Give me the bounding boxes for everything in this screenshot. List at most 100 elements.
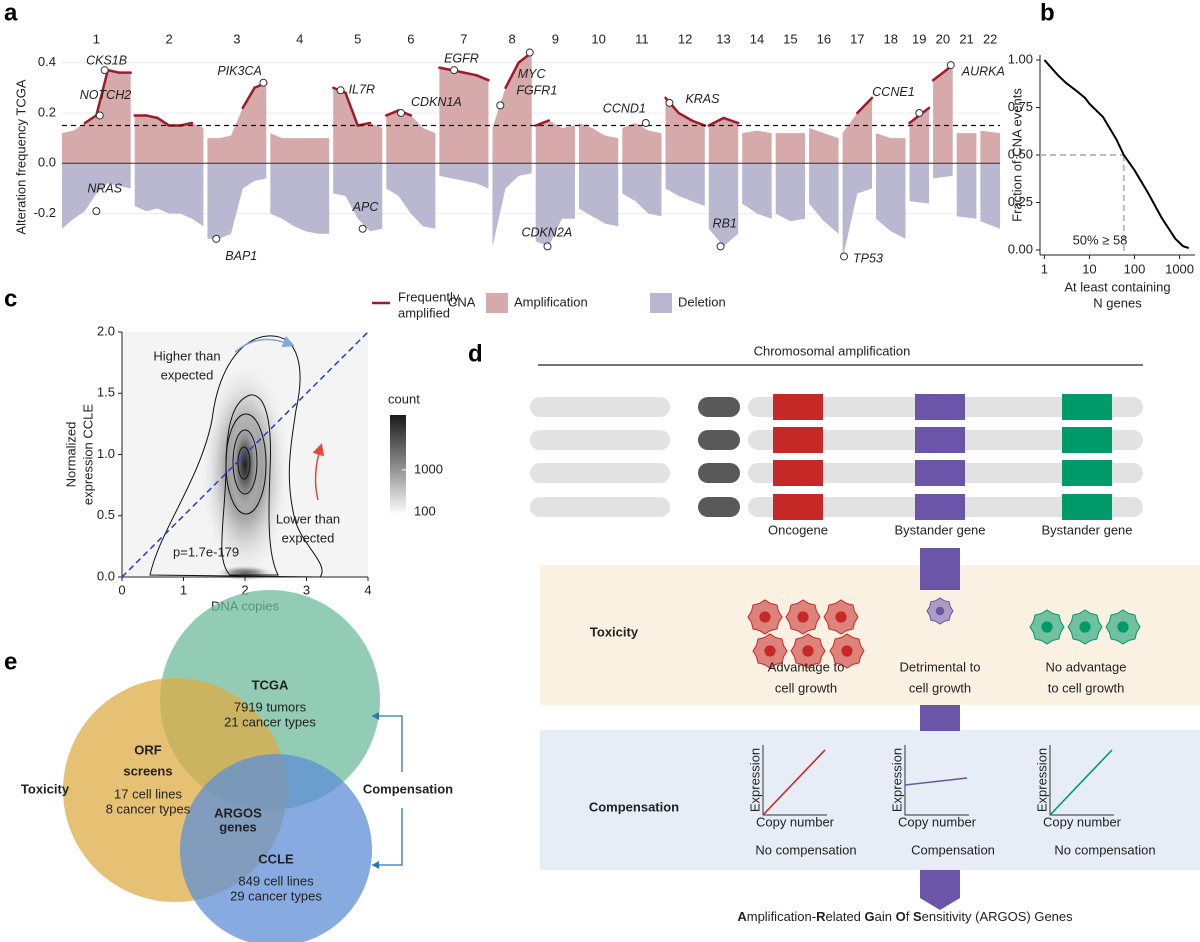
cna-area bbox=[578, 123, 619, 164]
caption: cell growth bbox=[909, 680, 971, 695]
gene-box bbox=[915, 427, 965, 453]
cell-nucleus bbox=[759, 611, 771, 623]
gene-box bbox=[1062, 460, 1112, 486]
cna-area bbox=[270, 133, 330, 164]
cell-nucleus bbox=[835, 611, 847, 623]
x-tick-label: 10 bbox=[1082, 261, 1096, 276]
frequent-amplification-line bbox=[385, 109, 400, 117]
y-tick-label: 0.00 bbox=[1008, 241, 1033, 256]
cna-area bbox=[876, 163, 906, 239]
venn-detail: 29 cancer types bbox=[230, 888, 322, 903]
cell-nucleus bbox=[841, 645, 853, 657]
x-tick-label: 1 bbox=[1041, 261, 1048, 276]
gene-label: AURKA bbox=[961, 64, 1005, 78]
gene-marker bbox=[716, 242, 725, 251]
y-tick-label: 0.0 bbox=[38, 155, 56, 170]
cna-area bbox=[62, 163, 131, 229]
gene-marker bbox=[946, 61, 955, 70]
footer: Amplification-Related Gain Of Sensitivit… bbox=[737, 909, 1073, 924]
gene-marker bbox=[450, 66, 459, 75]
gene-label: MYC bbox=[518, 67, 547, 81]
gene-marker bbox=[525, 48, 534, 57]
frequent-amplification-line bbox=[690, 119, 707, 127]
panel-label: e bbox=[4, 648, 17, 675]
gene-type-label: Oncogene bbox=[768, 522, 828, 537]
chromosome-arm bbox=[530, 397, 670, 417]
chromosome-arm bbox=[530, 463, 670, 483]
legend-title: CNA bbox=[448, 294, 476, 309]
cna-area bbox=[622, 163, 662, 217]
venn-set bbox=[180, 754, 372, 942]
y-axis-label: Alteration frequency TCGA bbox=[13, 79, 28, 234]
venn-title: screens bbox=[123, 763, 172, 778]
gene-marker bbox=[259, 78, 268, 87]
colorbar-tick-label: 100 bbox=[414, 503, 436, 518]
cna-area bbox=[956, 133, 977, 164]
cna-area bbox=[134, 115, 204, 164]
cell-nucleus bbox=[935, 606, 945, 616]
chromosome-label: 6 bbox=[407, 31, 414, 46]
cna-area bbox=[386, 163, 436, 229]
venn-title: TCGA bbox=[252, 677, 289, 692]
chromosome-label: 15 bbox=[783, 31, 797, 46]
gene-label: CKS1B bbox=[86, 53, 127, 67]
cumulative-line bbox=[1043, 59, 1190, 250]
y-tick-label: 0.25 bbox=[1008, 194, 1033, 209]
gene-label: CDKN2A bbox=[522, 226, 573, 240]
cna-area bbox=[933, 163, 953, 179]
cell-nucleus bbox=[1079, 621, 1091, 633]
frequent-amplification-line bbox=[106, 68, 121, 74]
gene-marker bbox=[100, 66, 109, 75]
frequent-amplification-line bbox=[856, 96, 874, 115]
panel-label: a bbox=[4, 0, 18, 26]
diagram-title: Chromosomal amplification bbox=[754, 343, 911, 358]
density-background bbox=[122, 332, 406, 581]
y-tick-label: 0.50 bbox=[1008, 146, 1033, 161]
mini-axis-label: Expression bbox=[747, 748, 762, 812]
y-tick-label: 2.0 bbox=[97, 323, 115, 338]
chromosome-label: 17 bbox=[850, 31, 864, 46]
cna-area bbox=[956, 163, 977, 219]
cna-area bbox=[980, 130, 1000, 164]
cna-area bbox=[439, 67, 489, 164]
cna-area bbox=[809, 163, 839, 234]
legend-label: Deletion bbox=[678, 294, 726, 309]
gene-label: CDKN1A bbox=[411, 95, 462, 109]
chromosome-label: 4 bbox=[296, 31, 303, 46]
cna-area bbox=[933, 65, 953, 164]
x-tick-label: 3 bbox=[303, 582, 310, 597]
cna-area bbox=[622, 123, 662, 164]
frequent-amplification-line bbox=[677, 111, 693, 122]
venn-detail: 849 cell lines bbox=[238, 873, 314, 888]
venn-side-label: Toxicity bbox=[21, 781, 70, 796]
gene-marker bbox=[915, 108, 924, 117]
venn-detail: 8 cancer types bbox=[106, 801, 191, 816]
centromere bbox=[698, 430, 740, 450]
y-tick-label: 1.0 bbox=[97, 446, 115, 461]
legend-swatch bbox=[486, 293, 508, 313]
cell-nucleus bbox=[1041, 621, 1053, 633]
mini-axis-label: Copy number bbox=[756, 814, 835, 829]
colorbar-title: count bbox=[388, 391, 420, 406]
gene-type-label: Bystander gene bbox=[1041, 522, 1132, 537]
cna-area bbox=[207, 163, 267, 239]
footer-part: f bbox=[906, 909, 913, 924]
section-title: Compensation bbox=[589, 799, 679, 814]
gene-label: PIK3CA bbox=[217, 64, 261, 78]
legend-swatch bbox=[650, 293, 672, 313]
frequent-amplification-line bbox=[707, 116, 725, 127]
chromosome-label: 12 bbox=[678, 31, 692, 46]
chromosome-arm bbox=[530, 497, 670, 517]
footer-part: S bbox=[913, 909, 922, 924]
x-tick-label: 0 bbox=[118, 582, 125, 597]
frequent-amplification-line bbox=[156, 116, 171, 127]
annotation: expected bbox=[161, 367, 214, 382]
gene-box bbox=[1062, 394, 1112, 420]
mini-trend bbox=[762, 749, 826, 816]
venn-detail: 17 cell lines bbox=[114, 786, 182, 801]
gene-label: NRAS bbox=[87, 181, 122, 195]
chromosome-label: 3 bbox=[233, 31, 240, 46]
centromere bbox=[698, 497, 740, 517]
gene-marker bbox=[212, 234, 221, 243]
cna-area bbox=[665, 163, 705, 207]
